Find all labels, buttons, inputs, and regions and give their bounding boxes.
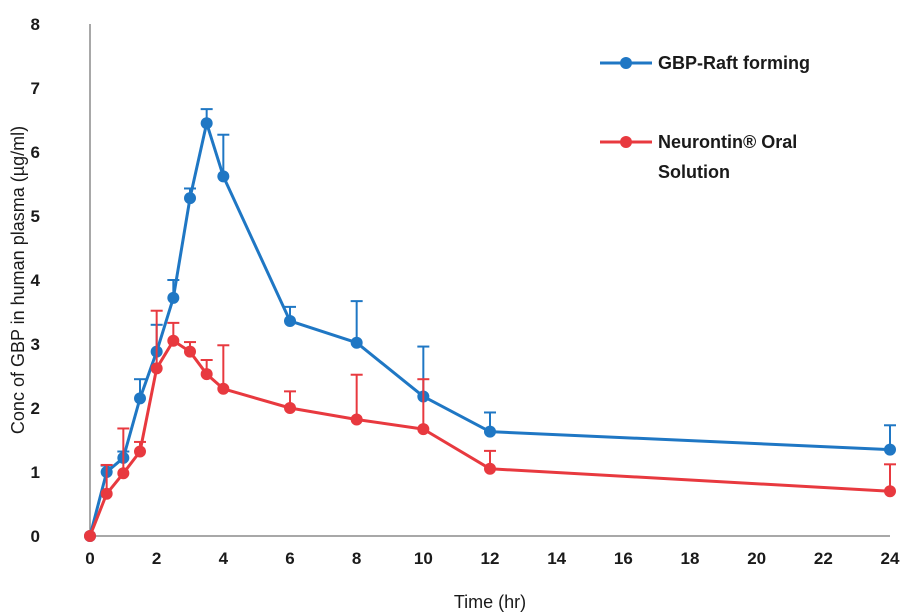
series-1 <box>84 309 896 542</box>
y-tick-label: 0 <box>31 527 40 546</box>
x-axis-title: Time (hr) <box>454 592 526 612</box>
x-tick-label: 16 <box>614 549 633 568</box>
x-tick-label: 20 <box>747 549 766 568</box>
legend-item-neurontin: Neurontin® Oral Solution <box>600 132 797 182</box>
data-point <box>134 392 146 405</box>
x-tick-label: 14 <box>547 549 566 568</box>
data-point <box>100 487 113 500</box>
data-point <box>884 443 896 456</box>
series-line <box>88 121 891 537</box>
x-tick-label: 22 <box>814 549 833 568</box>
data-point <box>417 423 430 436</box>
x-tick-label: 10 <box>414 549 433 568</box>
y-tick-label: 5 <box>31 207 40 226</box>
y-tick-label: 2 <box>31 399 40 418</box>
x-tick-label: 4 <box>219 549 229 568</box>
data-point <box>884 485 896 498</box>
y-tick-label: 3 <box>31 335 40 354</box>
series-0 <box>84 108 896 542</box>
plot-area <box>84 108 896 542</box>
data-point <box>200 117 213 130</box>
axes <box>89 24 890 537</box>
legend: GBP-Raft forming Neurontin® Oral Solutio… <box>600 53 810 182</box>
data-point <box>484 425 496 438</box>
x-tick-labels: 0 2 4 6 8 10 12 14 16 18 20 22 24 <box>85 549 900 568</box>
y-tick-label: 7 <box>31 79 40 98</box>
data-point <box>200 368 213 381</box>
y-tick-label: 6 <box>31 143 40 162</box>
data-point <box>167 291 180 304</box>
data-point <box>117 467 130 480</box>
legend-item-gbp-raft: GBP-Raft forming <box>600 53 810 73</box>
data-point <box>350 336 363 349</box>
y-tick-label: 8 <box>31 15 40 34</box>
data-point <box>134 445 146 458</box>
data-point <box>484 462 496 475</box>
y-axis-title: Conc of GBP in human plasma (µg/ml) <box>8 126 28 434</box>
data-point <box>184 345 196 358</box>
y-tick-label: 4 <box>31 271 41 290</box>
data-point <box>167 334 180 347</box>
y-tick-labels: 0 1 2 3 4 5 6 7 8 <box>31 15 41 546</box>
x-tick-label: 6 <box>285 549 294 568</box>
legend-label-neurontin-line1: Neurontin® Oral <box>658 132 797 152</box>
data-point <box>217 170 230 183</box>
data-point <box>84 530 96 542</box>
legend-marker-gbp-raft <box>620 57 632 69</box>
x-tick-label: 24 <box>881 549 900 568</box>
x-tick-label: 0 <box>85 549 94 568</box>
data-point <box>150 362 163 375</box>
data-point <box>284 314 296 327</box>
x-tick-label: 8 <box>352 549 361 568</box>
x-tick-label: 12 <box>481 549 500 568</box>
legend-marker-neurontin <box>620 136 632 148</box>
x-tick-label: 18 <box>681 549 700 568</box>
x-tick-label: 2 <box>152 549 161 568</box>
legend-label-gbp-raft: GBP-Raft forming <box>658 53 810 73</box>
data-point <box>284 402 296 414</box>
y-tick-label: 1 <box>31 463 40 482</box>
data-point <box>217 382 230 395</box>
data-point <box>350 413 363 426</box>
data-point <box>184 192 196 205</box>
legend-label-neurontin-line2: Solution <box>658 162 730 182</box>
